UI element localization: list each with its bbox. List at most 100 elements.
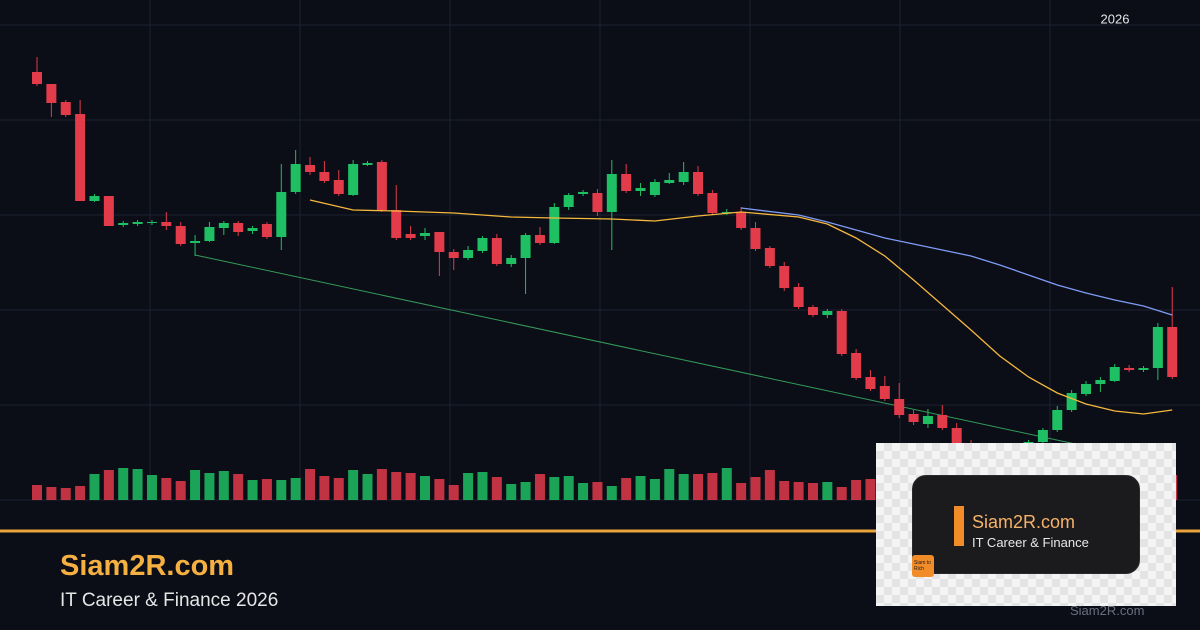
candle-body [103, 196, 114, 226]
volume-bar [376, 469, 387, 500]
candle-body [391, 210, 402, 238]
volume-bar [477, 472, 488, 500]
candle-body [520, 235, 531, 258]
candle-body [807, 307, 818, 315]
volume-bar [348, 470, 359, 500]
volume-bar [750, 477, 761, 500]
candle-body [333, 180, 344, 194]
card: Siam2R.com IT Career & Finance [912, 475, 1140, 574]
volume-bar [506, 484, 517, 500]
candle-body [376, 162, 387, 210]
brand-tagline: IT Career & Finance 2026 [60, 590, 279, 611]
candle-body [635, 188, 646, 191]
card-subtitle: IT Career & Finance [972, 535, 1089, 550]
candle-body [1052, 410, 1063, 430]
volume-bar [606, 486, 617, 500]
candle-body [477, 238, 488, 251]
volume-bar [664, 469, 675, 500]
candle-body [879, 386, 890, 399]
candle-body [922, 416, 933, 424]
candle-body [1081, 384, 1092, 394]
volume-bar [319, 476, 330, 500]
volume-bar [448, 485, 459, 500]
volume-bar [103, 470, 114, 500]
volume-bar [32, 485, 42, 500]
candle-body [132, 222, 143, 224]
candle-body [822, 311, 833, 315]
candle-body [707, 193, 718, 213]
volume-bar [736, 483, 747, 500]
candle-body [233, 223, 244, 232]
volume-bar [46, 487, 57, 500]
candle-body [894, 399, 905, 415]
volume-bar [89, 474, 100, 500]
candle-body [534, 235, 545, 243]
volume-bar [793, 482, 804, 500]
candle-body [649, 182, 660, 195]
candle-body [276, 192, 287, 237]
candle-body [908, 414, 919, 422]
candle-body [75, 114, 86, 201]
year-label: 2026 [1101, 11, 1130, 26]
candle-body [937, 415, 948, 428]
volume-bar [305, 469, 316, 500]
volume-bar [118, 468, 129, 500]
volume-bar [491, 477, 502, 500]
candle-body [1138, 368, 1149, 370]
candle-body [779, 266, 790, 288]
candle-body [218, 223, 229, 228]
candle-body [319, 172, 330, 181]
candle-body [1095, 380, 1106, 384]
volume-bar [204, 473, 215, 500]
volume-bar [218, 471, 229, 500]
volume-bar [592, 482, 603, 500]
candle-body [405, 234, 416, 238]
volume-bar [549, 477, 560, 500]
volume-bar [779, 481, 790, 500]
candle-body [563, 195, 574, 207]
candle-body [362, 163, 373, 165]
candle-body [1037, 430, 1048, 442]
candle-body [261, 224, 272, 237]
volume-bar [721, 468, 732, 500]
overlay: Siam2R.com IT Career & Finance Siam to R… [876, 443, 1176, 606]
candle-body [549, 207, 560, 243]
volume-bar [362, 474, 373, 500]
candle-body [434, 232, 445, 252]
grid [0, 0, 1200, 501]
candle-body [836, 311, 847, 354]
candle-body [190, 241, 201, 243]
candle-body [348, 164, 359, 195]
volume-bar [764, 470, 775, 500]
brand-title: Siam2R.com [60, 550, 235, 582]
candle-body [621, 174, 632, 191]
candle-body [1152, 327, 1163, 368]
candle-body [146, 222, 157, 223]
volume-bar [693, 474, 704, 500]
accent-bar [954, 506, 964, 546]
volume-bar [391, 472, 402, 500]
volume-bar [405, 473, 416, 500]
volume-bar [621, 478, 632, 500]
volume-bar [233, 474, 244, 500]
volume-bar [534, 474, 545, 500]
candle-body [161, 222, 172, 226]
candle-body [419, 233, 430, 236]
candle-body [175, 226, 186, 244]
volume-bar [635, 476, 646, 500]
marks [32, 57, 1178, 500]
volume-bar [190, 470, 201, 500]
moving-average [741, 207, 1173, 316]
volume-bar [851, 480, 862, 500]
logo: Siam to Rich [912, 555, 934, 577]
trend-line [194, 254, 1081, 446]
candle-body [305, 165, 316, 172]
candle-body [793, 287, 804, 307]
volume-bar [563, 476, 574, 500]
card-title: Siam2R.com [972, 512, 1076, 532]
candle-body [118, 223, 129, 225]
footer: Siam2R.com [1070, 603, 1145, 618]
candle-body [865, 377, 876, 389]
volume-bar [261, 479, 272, 500]
